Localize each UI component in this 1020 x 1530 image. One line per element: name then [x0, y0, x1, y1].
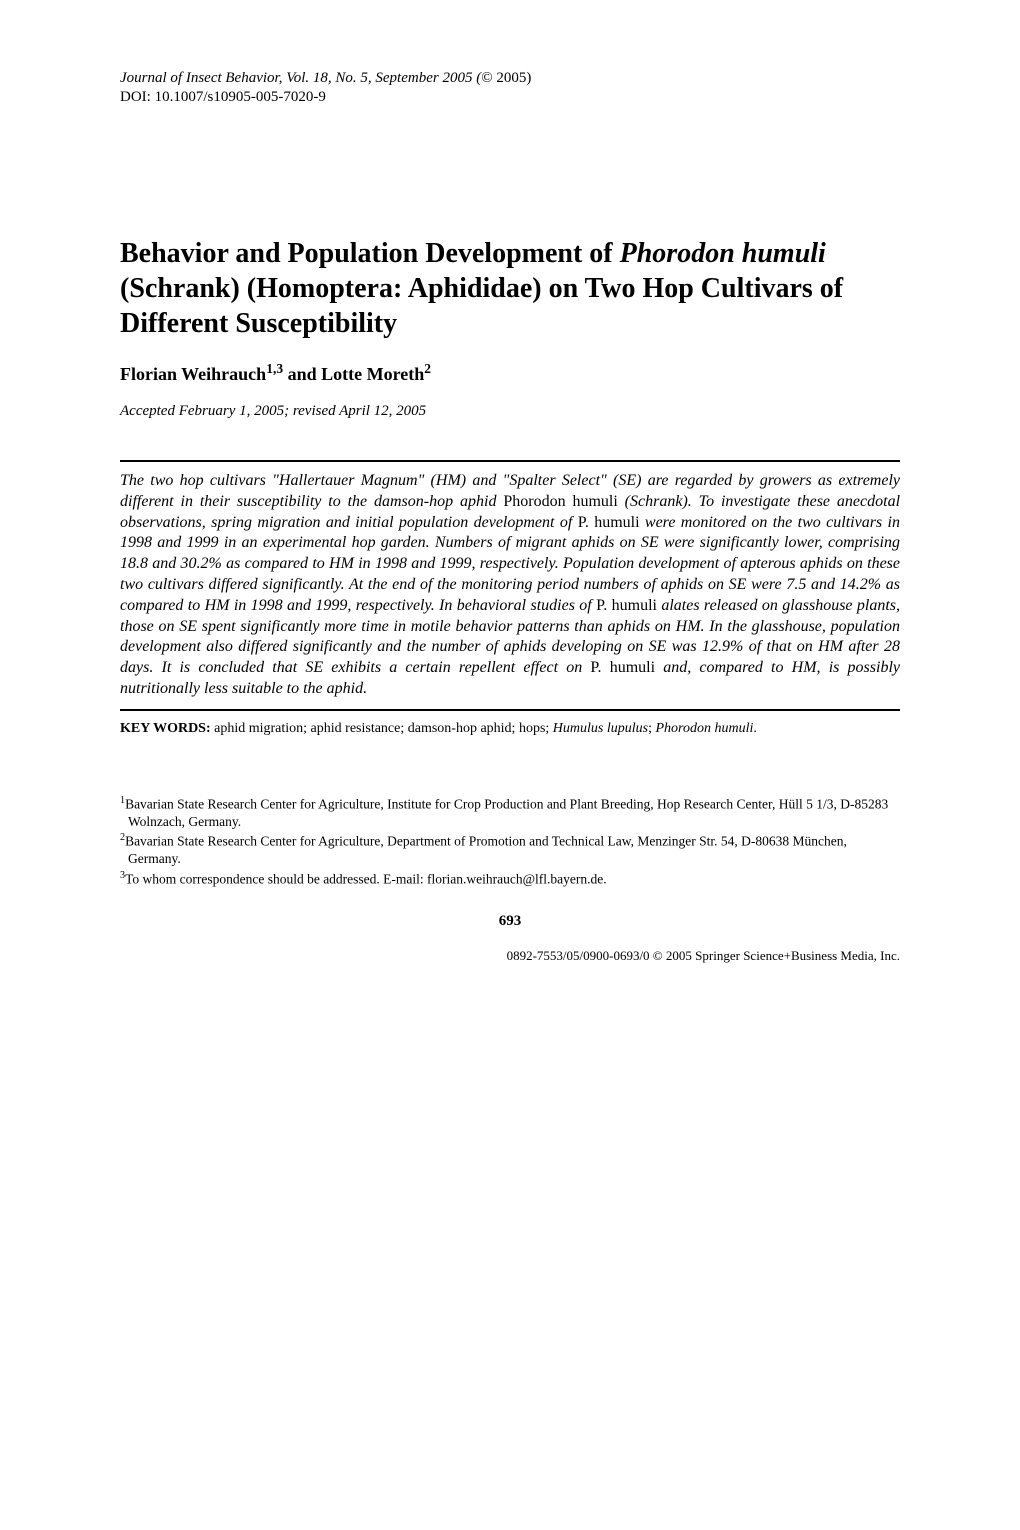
doi-line: DOI: 10.1007/s10905-005-7020-9 [120, 89, 900, 106]
journal-citation: Journal of Insect Behavior, Vol. 18, No.… [120, 70, 900, 87]
keywords-section: KEY WORDS: aphid migration; aphid resist… [120, 720, 900, 739]
affiliation-2: 2Bavarian State Research Center for Agri… [120, 831, 900, 868]
abstract-species4: P. humuli [590, 659, 655, 676]
abstract-species3: P. humuli [596, 597, 657, 614]
keywords-italic1: Humulus lupulus [553, 721, 648, 736]
title-part1: Behavior and Population Development of [120, 238, 620, 269]
journal-text: Journal of Insect Behavior, Vol. 18, No.… [120, 70, 481, 86]
aff1-text: Bavarian State Research Center for Agric… [125, 796, 888, 829]
abstract-species1: Phorodon humuli [503, 493, 617, 510]
accepted-date: Accepted February 1, 2005; revised April… [120, 403, 900, 420]
keywords-text3: . [753, 721, 757, 736]
divider-bottom [120, 709, 900, 711]
page-number: 693 [120, 913, 900, 930]
affiliation-3: 3To whom correspondence should be addres… [120, 869, 900, 888]
keywords-italic2: Phorodon humuli [655, 721, 753, 736]
abstract-species2: P. humuli [578, 514, 640, 531]
authors-line: Florian Weihrauch1,3 and Lotte Moreth2 [120, 361, 900, 385]
author1-sup: 1,3 [266, 361, 283, 376]
footer-copyright: 0892-7553/05/0900-0693/0 © 2005 Springer… [120, 948, 900, 964]
aff2-text: Bavarian State Research Center for Agric… [125, 834, 847, 867]
affiliations-block: 1Bavarian State Research Center for Agri… [120, 794, 900, 888]
abstract-text: The two hop cultivars "Hallertauer Magnu… [120, 471, 900, 700]
title-species: Phorodon humuli [620, 238, 826, 269]
author2-sup: 2 [424, 361, 431, 376]
journal-copyright: © 2005) [481, 70, 531, 86]
author1: Florian Weihrauch [120, 364, 266, 384]
keywords-text1: aphid migration; aphid resistance; damso… [211, 721, 553, 736]
keywords-label: KEY WORDS: [120, 721, 211, 736]
author2: Lotte Moreth [321, 364, 424, 384]
title-part2: (Schrank) (Homoptera: Aphididae) on Two … [120, 273, 843, 339]
aff3-text: To whom correspondence should be address… [125, 871, 607, 886]
authors-connector: and [283, 364, 321, 384]
affiliation-1: 1Bavarian State Research Center for Agri… [120, 794, 900, 831]
divider-top [120, 460, 900, 462]
article-title: Behavior and Population Development of P… [120, 236, 900, 341]
